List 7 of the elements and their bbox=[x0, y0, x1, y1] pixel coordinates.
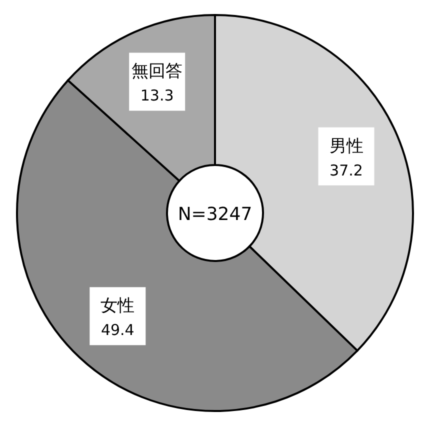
data-label: 13.3 bbox=[140, 86, 174, 105]
text: N=3247 bbox=[178, 204, 252, 225]
slice-label: 無回答 bbox=[132, 62, 183, 82]
slice-label: 男性 bbox=[329, 136, 364, 156]
data-label: 37.2 bbox=[330, 161, 363, 180]
data-label: 49.4 bbox=[100, 321, 134, 340]
slice-label: 女性 bbox=[100, 296, 135, 316]
